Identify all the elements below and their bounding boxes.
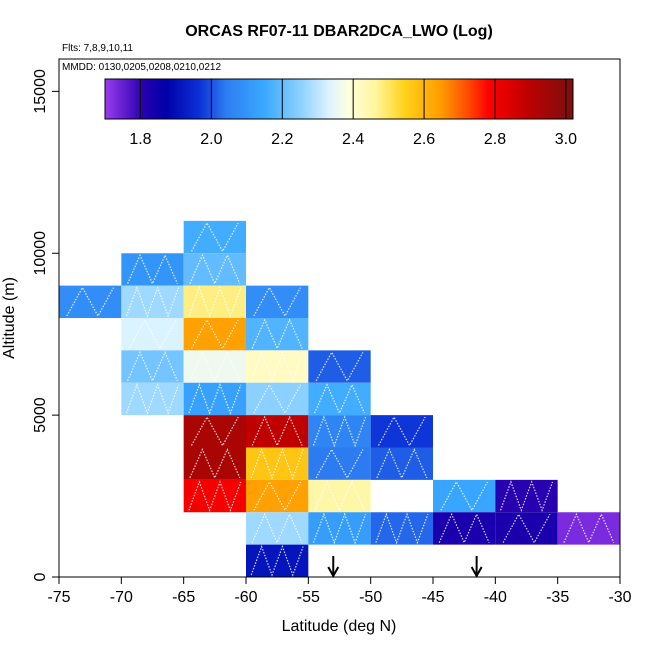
heatmap-cell bbox=[183, 253, 246, 286]
flight-track bbox=[314, 480, 365, 512]
flight-track bbox=[312, 415, 367, 448]
colorbar-tick-label: 2.0 bbox=[200, 131, 222, 148]
flight-track bbox=[251, 318, 303, 350]
flight-track bbox=[189, 253, 241, 286]
y-tick-label: 5000 bbox=[32, 397, 49, 433]
flights-note: Flts: 7,8,9,10,11 bbox=[62, 43, 133, 54]
heatmap-cell bbox=[308, 479, 371, 513]
y-axis: 0 5000 10000 15000 bbox=[32, 69, 60, 581]
flight-track bbox=[188, 383, 242, 415]
colorbar-tick-label: 2.8 bbox=[484, 131, 506, 148]
dates-note: MMDD: 0130,0205,0208,0210,0212 bbox=[62, 62, 221, 73]
flight-track bbox=[253, 383, 302, 415]
flight-track bbox=[563, 512, 615, 545]
heatmap-cell bbox=[557, 512, 620, 545]
flight-track bbox=[127, 253, 178, 286]
flight-track bbox=[377, 415, 426, 447]
flight-track bbox=[315, 351, 364, 383]
colorbar bbox=[104, 78, 574, 120]
x-tick-label: -30 bbox=[608, 589, 631, 606]
y-tick-label: 0 bbox=[32, 572, 49, 581]
flight-track bbox=[376, 448, 428, 480]
flight-track bbox=[190, 415, 239, 447]
colorbar-tick-label: 2.2 bbox=[271, 131, 293, 148]
heatmap-cell bbox=[246, 318, 309, 351]
flight-track bbox=[499, 480, 554, 513]
heatmap-cell bbox=[121, 253, 184, 286]
flight-track bbox=[250, 447, 304, 480]
colorbar-tick-label: 3.0 bbox=[555, 131, 577, 148]
x-tick-label: -60 bbox=[234, 589, 257, 606]
heatmap-cell bbox=[433, 512, 496, 545]
flight-track bbox=[315, 448, 364, 480]
x-tick-label: -70 bbox=[110, 589, 133, 606]
flight-track bbox=[250, 350, 304, 383]
latitude-markers bbox=[327, 556, 483, 579]
flight-track bbox=[251, 415, 303, 447]
x-tick-label: -65 bbox=[172, 589, 195, 606]
heatmap-cell bbox=[121, 350, 184, 383]
flight-track bbox=[253, 286, 302, 318]
flight-track bbox=[125, 383, 180, 415]
x-axis: -75 -70 -65 -60 -55 -50 -45 -40 -35 -30 bbox=[47, 576, 632, 606]
x-tick-label: -35 bbox=[546, 589, 569, 606]
flight-track bbox=[189, 448, 241, 480]
x-tick-label: -50 bbox=[359, 589, 382, 606]
x-tick-label: -75 bbox=[47, 589, 70, 606]
flight-track bbox=[438, 512, 490, 545]
flight-track bbox=[502, 513, 551, 544]
x-tick-label: -55 bbox=[297, 589, 320, 606]
flight-track bbox=[125, 285, 180, 318]
heatmap-cell bbox=[183, 350, 246, 383]
flight-track bbox=[189, 350, 241, 383]
flight-track bbox=[188, 285, 242, 318]
y-axis-label: Altitude (m) bbox=[1, 277, 18, 359]
flight-track bbox=[440, 480, 489, 512]
x-tick-label: -40 bbox=[484, 589, 507, 606]
heatmap-cell bbox=[246, 415, 309, 448]
flight-track bbox=[66, 286, 115, 318]
flight-track bbox=[375, 512, 429, 545]
flight-track bbox=[250, 544, 304, 577]
colorbar-ticks: 1.8 2.0 2.2 2.4 2.6 2.8 3.0 bbox=[129, 79, 577, 148]
y-tick-label: 10000 bbox=[32, 231, 49, 276]
flight-tracks bbox=[66, 221, 615, 577]
heatmap-cell bbox=[183, 447, 246, 480]
flight-track bbox=[314, 383, 365, 415]
down-arrow-head bbox=[327, 566, 340, 579]
y-tick-label: 15000 bbox=[32, 69, 49, 114]
flight-track bbox=[251, 512, 303, 545]
flight-track bbox=[312, 512, 367, 545]
heatmap-cell bbox=[246, 512, 309, 545]
flight-track bbox=[128, 318, 177, 350]
flight-track bbox=[190, 318, 239, 350]
colorbar-tick-label: 2.6 bbox=[413, 131, 435, 148]
flight-track bbox=[253, 480, 302, 512]
x-axis-label: Latitude (deg N) bbox=[282, 618, 397, 635]
heatmap-cell bbox=[308, 382, 371, 416]
flight-track bbox=[127, 350, 178, 383]
flight-track bbox=[188, 480, 242, 513]
colorbar-tick-label: 1.8 bbox=[129, 131, 151, 148]
heatmap-cell bbox=[370, 447, 433, 480]
colorbar-tick-label: 2.4 bbox=[342, 131, 364, 148]
down-arrow-head bbox=[470, 566, 483, 579]
x-tick-label: -45 bbox=[421, 589, 444, 606]
heatmap-cells bbox=[59, 220, 620, 577]
flight-track bbox=[190, 221, 239, 253]
chart-title: ORCAS RF07-11 DBAR2DCA_LWO (Log) bbox=[185, 23, 493, 40]
